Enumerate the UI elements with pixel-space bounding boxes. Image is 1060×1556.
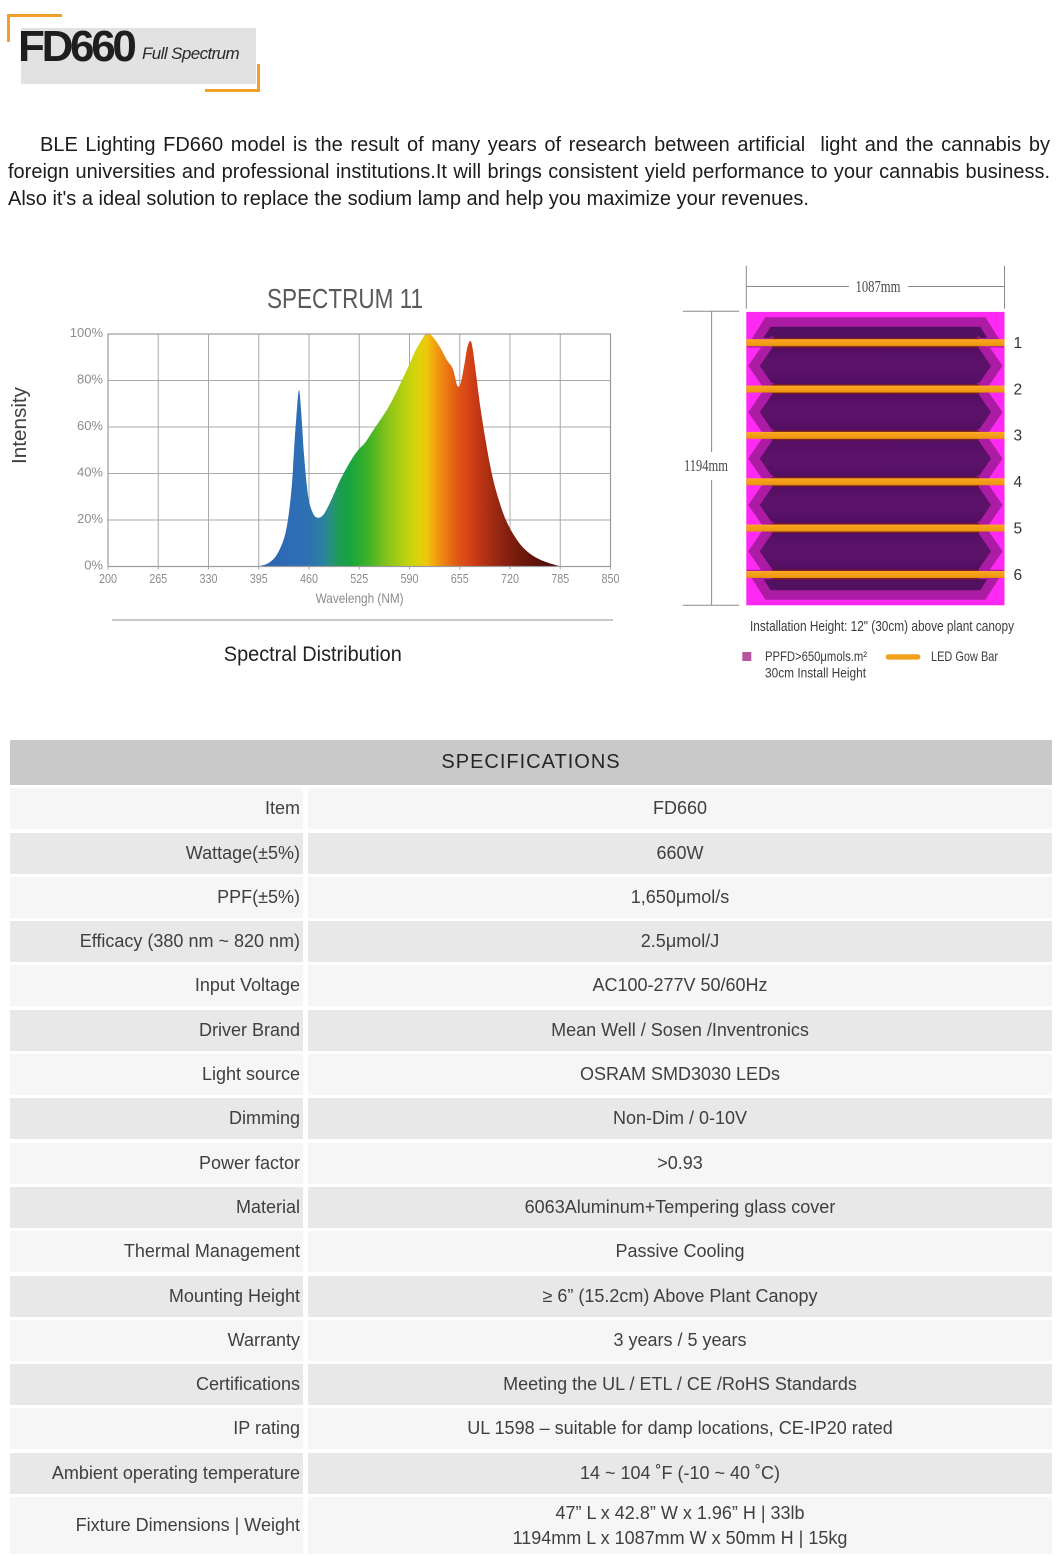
svg-text:395: 395: [250, 571, 268, 586]
svg-text:850: 850: [602, 571, 620, 586]
svg-text:460: 460: [300, 571, 318, 586]
svg-text:30cm Install Height: 30cm Install Height: [765, 665, 866, 681]
svg-text:6: 6: [1014, 567, 1023, 584]
svg-text:LED Gow Bar: LED Gow Bar: [931, 648, 998, 664]
svg-text:60%: 60%: [77, 418, 103, 433]
svg-text:5: 5: [1014, 520, 1023, 537]
svg-text:Intensity: Intensity: [9, 387, 31, 464]
svg-text:Installation Height: 12" (30cm: Installation Height: 12" (30cm) above pl…: [750, 619, 1015, 635]
svg-text:1: 1: [1014, 335, 1023, 352]
svg-text:1194mm: 1194mm: [684, 456, 728, 475]
svg-text:2: 2: [1014, 381, 1023, 398]
svg-text:785: 785: [551, 571, 569, 586]
svg-text:3: 3: [1014, 428, 1023, 445]
svg-text:1087mm: 1087mm: [856, 277, 901, 296]
svg-text:4: 4: [1014, 474, 1023, 491]
svg-text:80%: 80%: [77, 372, 103, 387]
svg-text:655: 655: [451, 571, 469, 586]
svg-text:590: 590: [401, 571, 419, 586]
svg-text:265: 265: [149, 571, 167, 586]
svg-text:SPECTRUM 11: SPECTRUM 11: [267, 283, 423, 314]
svg-text:200: 200: [99, 571, 117, 586]
svg-text:40%: 40%: [77, 465, 103, 480]
svg-text:525: 525: [350, 571, 368, 586]
svg-text:Spectral Distribution: Spectral Distribution: [224, 642, 402, 666]
svg-text:720: 720: [501, 571, 519, 586]
svg-text:100%: 100%: [70, 325, 104, 340]
svg-text:0%: 0%: [84, 558, 103, 573]
svg-text:20%: 20%: [77, 511, 103, 526]
svg-text:PPFD>650μmols.m²: PPFD>650μmols.m²: [765, 648, 867, 664]
svg-text:330: 330: [200, 571, 218, 586]
svg-text:Wavelengh (NM): Wavelengh (NM): [316, 591, 404, 606]
